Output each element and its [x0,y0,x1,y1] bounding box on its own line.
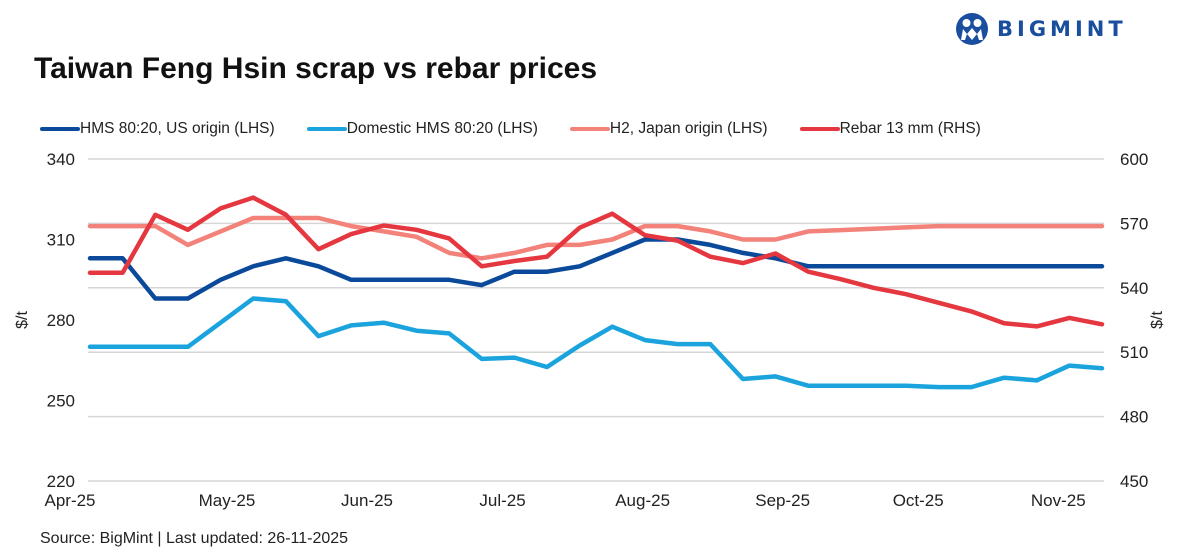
legend-label: Rebar 13 mm (RHS) [839,120,981,137]
legend-swatch [799,127,840,131]
x-tick-label: Oct-25 [893,491,944,510]
legend-swatch [40,127,80,131]
y-tick-label-left: 250 [47,392,75,411]
y-axis-label-right: $/t [1149,311,1166,329]
x-tick-label: Aug-25 [615,491,670,510]
chart-title: Taiwan Feng Hsin scrap vs rebar prices [34,52,597,85]
x-tick-label: Apr-25 [44,491,95,510]
x-tick-label: Sep-25 [755,491,810,510]
legend-item-domestic-hms: Domestic HMS 80:20 (LHS) [306,120,538,138]
y-tick-label-right: 510 [1120,343,1148,362]
x-tick-label: May-25 [199,491,256,510]
y-tick-label-left: 220 [47,472,75,491]
axes: 450 480 510 540 570 600 220 250 280 310 340 Apr-25 M… [44,150,1148,510]
y-tick-label-left: 280 [47,311,75,330]
legend: HMS 80:20, US origin (LHS) Domestic HMS … [40,120,981,138]
y-tick-label-right: 540 [1120,279,1148,298]
y-tick-label-right: 600 [1120,150,1148,169]
series-line-4 [87,195,1105,329]
y-tick-label-right: 450 [1120,472,1148,491]
legend-swatch [306,127,347,131]
bigmint-logo: BIGMINT [955,12,1127,46]
series-lines [87,195,1105,390]
legend-item-h2-japan: H2, Japan origin (LHS) [569,120,768,138]
legend-item-rebar: Rebar 13 mm (RHS) [799,120,981,138]
source-note: Source: BigMint | Last updated: 26-11-20… [40,530,349,547]
legend-swatch [569,127,610,131]
legend-label: HMS 80:20, US origin (LHS) [80,120,275,137]
legend-item-hms-us: HMS 80:20, US origin (LHS) [40,120,275,138]
series-line-3 [87,215,1105,261]
series-line-1 [87,237,1105,301]
logo-people-icon [956,13,988,45]
x-tick-label: Jul-25 [479,491,525,510]
gridlines [88,158,1104,482]
legend-label: H2, Japan origin (LHS) [609,120,768,137]
x-tick-label: Nov-25 [1031,491,1086,510]
y-tick-label-left: 340 [47,150,75,169]
series-line-2 [87,296,1105,390]
y-tick-label-right: 480 [1120,408,1148,427]
y-tick-label-left: 310 [47,231,75,250]
legend-label: Domestic HMS 80:20 (LHS) [346,120,538,137]
y-tick-label-right: 570 [1120,214,1148,233]
x-tick-label: Jun-25 [341,491,393,510]
logo-text: BIGMINT [997,17,1127,41]
y-axis-label-left: $/t [14,311,31,329]
